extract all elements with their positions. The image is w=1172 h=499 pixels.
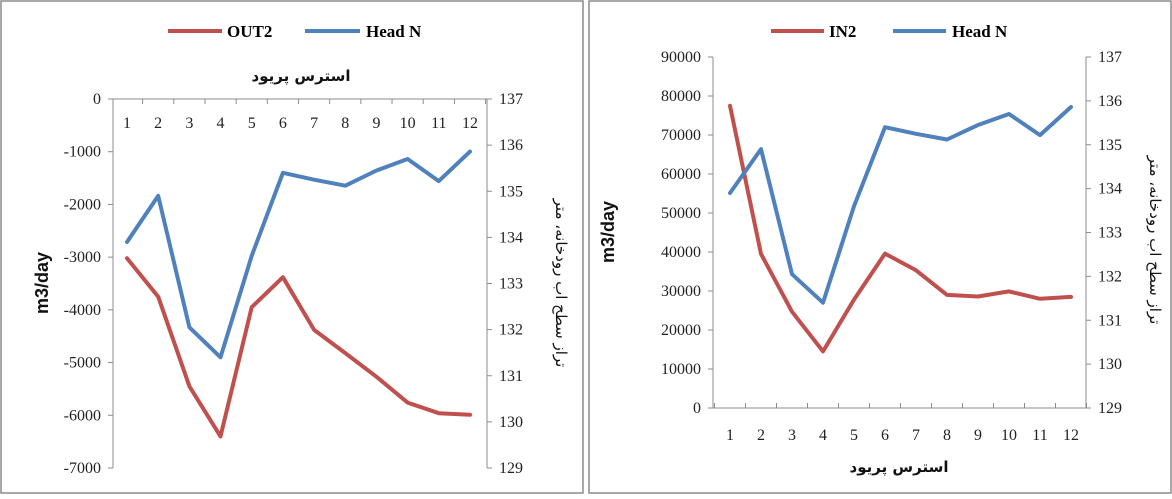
- x-axis-title-right: استرس پریود: [850, 458, 949, 477]
- y-axis-title-right: m3/day: [598, 201, 618, 263]
- c1-xtick-label-7: 8: [943, 427, 951, 444]
- c0-xtick-label-7: 8: [341, 115, 349, 132]
- c1-xtick-label-2: 3: [788, 427, 796, 444]
- c1-series-line-in2: [728, 103, 1073, 354]
- c0-xtick-label-3: 4: [217, 115, 225, 132]
- y-axis-title-left: m3/day: [32, 252, 52, 314]
- chart-left: OUT2 Head N استرس پریود 0 -1000 -2000 -3000…: [0, 0, 584, 494]
- c0-ytick-label-6: -6000: [64, 407, 101, 424]
- c0-xtick-label-8: 9: [372, 115, 380, 132]
- c1-ytick-label-1: 80000: [661, 88, 701, 105]
- c0-xtick-label-5: 6: [279, 115, 287, 132]
- c1-xtick-label-8: 9: [974, 427, 982, 444]
- c1-y2tick-label-7: 130: [1098, 356, 1122, 373]
- c0-ytick-label-0: 0: [93, 91, 101, 108]
- c0-ytick-label-4: -4000: [64, 302, 101, 319]
- c0-series-line-head-n: [125, 149, 472, 360]
- legend-right: IN2 Head N: [771, 22, 1008, 41]
- c1-xtick-label-6: 7: [912, 427, 920, 444]
- c1-xtick-label-9: 10: [1001, 427, 1017, 444]
- c1-ytick-label-0: 90000: [661, 49, 701, 66]
- c1-y2tick-label-6: 131: [1098, 312, 1122, 329]
- c1-ytick-label-6: 30000: [661, 283, 701, 300]
- c0-y2tick-label-2: 135: [499, 183, 523, 200]
- y2-axis-title-right: تراز سطح اب رودخانه، متر: [1146, 155, 1164, 325]
- c1-y2tick-label-2: 135: [1098, 137, 1122, 154]
- chart-left-panel: OUT2 Head N استرس پریود 0 -1000 -2000 -3000…: [0, 0, 584, 494]
- c0-y2tick-label-8: 129: [499, 460, 523, 477]
- c0-xtick-label-9: 10: [400, 115, 416, 132]
- c0-y2tick-label-5: 132: [499, 322, 523, 339]
- c1-xtick-label-3: 4: [819, 427, 827, 444]
- c1-xtick-label-1: 2: [757, 427, 765, 444]
- y2-axis-title-left: تراز سطح اب رودخانه، متر: [552, 198, 570, 368]
- c0-y2tick-label-3: 134: [499, 229, 523, 246]
- c1-xtick-label-11: 12: [1063, 427, 1079, 444]
- c1-y2tick-label-1: 136: [1098, 93, 1122, 110]
- c0-ytick-label-7: -7000: [64, 460, 101, 477]
- c1-ytick-label-2: 70000: [661, 127, 701, 144]
- c0-xtick-label-6: 7: [310, 115, 318, 132]
- c0-y2tick-label-6: 131: [499, 368, 523, 385]
- c1-ytick-label-3: 60000: [661, 166, 701, 183]
- c1-ytick-label-7: 20000: [661, 322, 701, 339]
- series-lines-left: [125, 149, 472, 439]
- ticks-left: 0-1000-2000-3000-4000-5000-6000-70001371…: [64, 91, 523, 477]
- c0-ytick-label-3: -3000: [64, 249, 101, 266]
- c1-y2tick-label-4: 133: [1098, 225, 1122, 242]
- c0-xtick-label-11: 12: [462, 115, 478, 132]
- c1-y2tick-label-3: 134: [1098, 181, 1122, 198]
- c0-ytick-label-1: -1000: [64, 144, 101, 161]
- c0-ytick-label-5: -5000: [64, 355, 101, 372]
- chart-left-border: [0, 0, 584, 494]
- c0-xtick-label-2: 3: [185, 115, 193, 132]
- c0-ytick-label-2: -2000: [64, 196, 101, 213]
- c0-xtick-label-10: 11: [431, 115, 446, 132]
- c1-xtick-label-0: 1: [726, 427, 734, 444]
- c0-xtick-label-1: 2: [154, 115, 162, 132]
- c0-y2tick-label-4: 133: [499, 276, 523, 293]
- c1-xtick-label-10: 11: [1032, 427, 1047, 444]
- x-axis-title-left: استرس پریود: [252, 67, 351, 86]
- c1-xtick-label-4: 5: [850, 427, 858, 444]
- ticks-right: 90000 80000 70000 60000 50000 40000 30000 20000…: [661, 49, 1122, 444]
- c1-y2tick-label-8: 129: [1098, 400, 1122, 417]
- legend-label-out2: OUT2: [227, 22, 272, 41]
- chart-right-panel: IN2 Head N 90000 80000 70000 60000 50000 4000…: [588, 0, 1172, 494]
- c1-ytick-label-9: 0: [693, 400, 701, 417]
- c1-ytick-label-5: 40000: [661, 244, 701, 261]
- c1-xtick-label-5: 6: [881, 427, 889, 444]
- chart-right-border: [588, 0, 1172, 494]
- legend-left: OUT2 Head N: [168, 22, 422, 41]
- legend-label-head-n: Head N: [952, 22, 1008, 41]
- c0-y2tick-label-0: 137: [499, 91, 523, 108]
- c0-xtick-label-4: 5: [248, 115, 256, 132]
- c0-y2tick-label-7: 130: [499, 414, 523, 431]
- series-lines-right: [728, 103, 1073, 354]
- c0-y2tick-label-1: 136: [499, 137, 523, 154]
- legend-label-in2: IN2: [829, 22, 856, 41]
- c1-ytick-label-4: 50000: [661, 205, 701, 222]
- c1-y2tick-label-0: 137: [1098, 49, 1122, 66]
- chart-right: IN2 Head N 90000 80000 70000 60000 50000 4000…: [588, 0, 1172, 494]
- legend-label-head-n: Head N: [366, 22, 422, 41]
- c1-y2tick-label-5: 132: [1098, 268, 1122, 285]
- c0-xtick-label-0: 1: [123, 115, 131, 132]
- c1-series-line-head-n: [728, 105, 1073, 305]
- c1-ytick-label-8: 10000: [661, 361, 701, 378]
- c0-series-line-out2: [125, 256, 472, 439]
